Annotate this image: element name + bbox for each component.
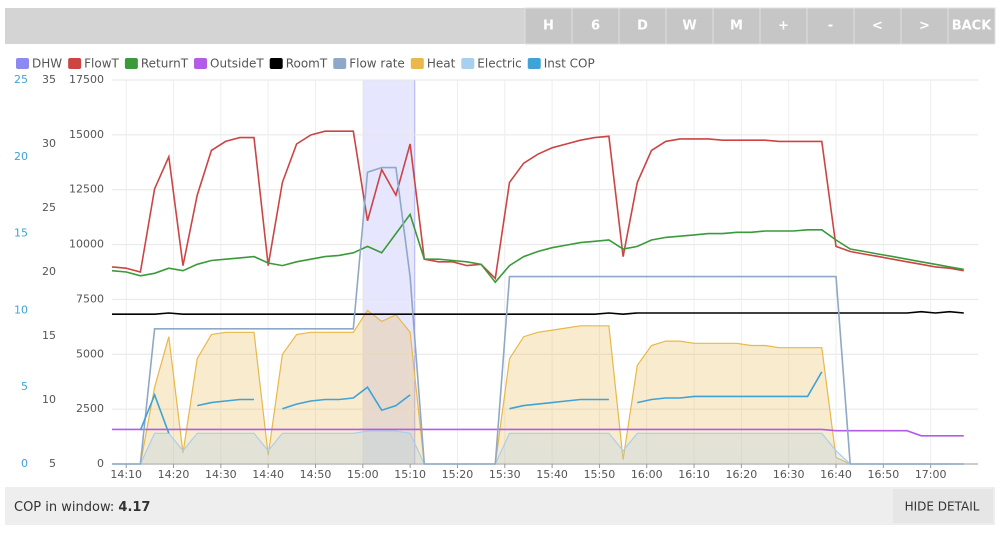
series-line (112, 310, 964, 316)
legend-label: Heat (427, 57, 456, 71)
x-tick-label: 14:40 (252, 468, 284, 481)
x-tick-label: 14:30 (205, 468, 237, 481)
area-fill (112, 310, 964, 464)
x-tick-label: 16:40 (820, 468, 852, 481)
toolbar-button-label[interactable]: < (872, 19, 883, 34)
series-line (112, 166, 964, 465)
x-tick-label: 16:10 (678, 468, 710, 481)
y-tick-label: 20 (14, 150, 28, 163)
x-tick-label: 16:50 (868, 468, 900, 481)
series-line (139, 371, 823, 434)
legend-label: FlowT (84, 57, 119, 71)
legend-label: ReturnT (141, 57, 189, 71)
x-tick-label: 15:00 (347, 468, 379, 481)
y-tick-label: 5 (21, 380, 28, 393)
series-line (111, 130, 964, 281)
y3-tick-label: 0 (97, 457, 104, 470)
x-tick-label: 14:20 (158, 468, 190, 481)
y3-tick-label: 5000 (76, 347, 104, 360)
legend-label: OutsideT (210, 57, 264, 71)
cop-label: COP in window: (14, 500, 114, 515)
y3-tick-label: 10000 (69, 238, 104, 251)
toolbar-button[interactable] (665, 7, 714, 45)
y2-tick-label: 10 (42, 393, 56, 406)
toolbar-button-label[interactable]: - (828, 19, 833, 34)
x-tick-label: 16:20 (726, 468, 758, 481)
legend-swatch (527, 58, 541, 69)
legend-label: Flow rate (349, 57, 405, 71)
y-tick-label: 0 (21, 457, 28, 470)
x-tick-label: 15:40 (536, 468, 568, 481)
legend-swatch (124, 58, 138, 69)
x-tick-label: 15:30 (489, 468, 521, 481)
toolbar-button-label[interactable]: BACK (952, 19, 993, 34)
y-tick-label: 10 (14, 303, 28, 316)
toolbar-button-label[interactable]: W (682, 19, 696, 34)
y2-tick-label: 5 (49, 457, 56, 470)
area-line (112, 309, 964, 465)
toolbar-button-label[interactable]: D (637, 19, 648, 34)
hide-detail-label[interactable]: HIDE DETAIL (905, 500, 980, 514)
footer-bar (5, 487, 995, 525)
x-tick-label: 16:00 (631, 468, 663, 481)
series-line (112, 428, 964, 437)
y3-tick-label: 2500 (76, 402, 104, 415)
area-fill (112, 431, 964, 464)
y-tick-label: 25 (14, 73, 28, 86)
legend-swatch (16, 58, 29, 69)
y2-tick-label: 25 (42, 201, 56, 214)
y3-tick-label: 12500 (69, 183, 104, 196)
legend-swatch (269, 58, 283, 69)
toolbar-button[interactable] (806, 7, 855, 45)
y2-tick-label: 30 (42, 137, 56, 150)
y3-tick-label: 17500 (69, 73, 104, 86)
footer-cop: COP in window: 4.17 (14, 500, 150, 515)
toolbar-button[interactable] (900, 7, 949, 45)
x-tick-label: 14:50 (300, 468, 332, 481)
y2-tick-label: 15 (42, 329, 56, 342)
y-tick-label: 15 (14, 227, 28, 240)
toolbar-button[interactable] (947, 7, 996, 45)
legend-label: RoomT (286, 57, 328, 71)
x-tick-label: 14:10 (110, 468, 142, 481)
legend-swatch (68, 58, 82, 69)
legend-swatch (333, 58, 347, 69)
legend-swatch (410, 58, 424, 69)
legend-swatch (461, 58, 475, 69)
hide-detail-button[interactable] (893, 489, 993, 523)
toolbar-button[interactable] (524, 7, 573, 45)
toolbar-button-label[interactable]: + (778, 19, 789, 34)
toolbar-button[interactable] (853, 7, 902, 45)
y3-tick-label: 7500 (76, 292, 104, 305)
dhw-band (362, 79, 416, 465)
x-tick-label: 15:20 (442, 468, 474, 481)
toolbar-button-label[interactable]: H (543, 19, 554, 34)
y2-tick-label: 20 (42, 265, 56, 278)
toolbar-button-label[interactable]: M (730, 19, 743, 34)
y2-tick-label: 35 (42, 73, 56, 86)
x-tick-label: 15:50 (584, 468, 616, 481)
toolbar-button[interactable] (712, 7, 761, 45)
legend-label: Electric (477, 57, 521, 71)
toolbar-button-label[interactable]: 6 (591, 19, 600, 34)
legend-label: DHW (32, 57, 62, 71)
toolbar-button-label[interactable]: > (919, 19, 930, 34)
x-tick-label: 16:30 (773, 468, 805, 481)
x-tick-label: 15:10 (394, 468, 426, 481)
x-tick-label: 17:00 (915, 468, 947, 481)
area-line (112, 430, 964, 465)
toolbar-button[interactable] (759, 7, 808, 45)
cop-value: 4.17 (118, 500, 150, 515)
legend-swatch (194, 58, 208, 69)
y3-tick-label: 15000 (69, 128, 104, 141)
legend-label: Inst COP (544, 57, 595, 71)
series-line (111, 212, 964, 284)
